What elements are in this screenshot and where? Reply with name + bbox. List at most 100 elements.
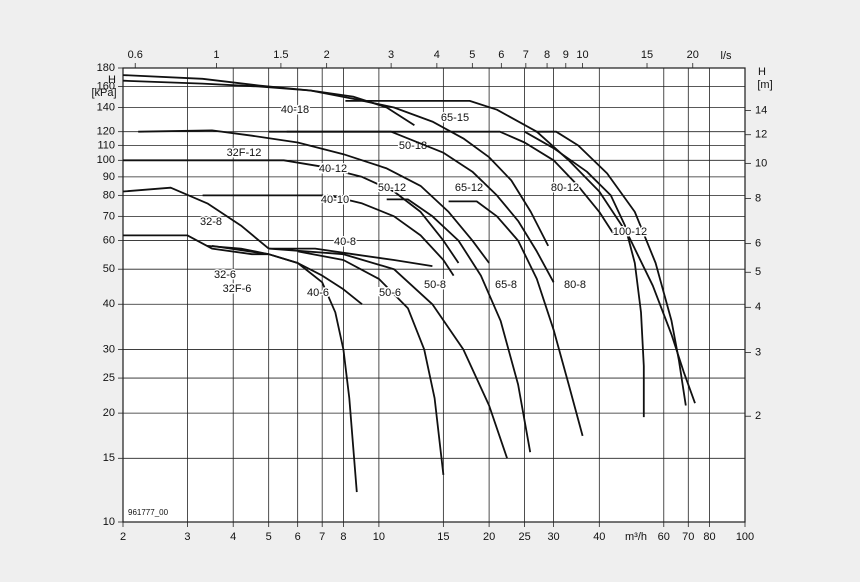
curve-label: 40-8 [334,236,356,248]
curve-label: 65-8 [495,279,517,291]
x-tick-label: 2 [120,531,126,543]
y2-tick-label: 14 [755,104,767,116]
pump-curve [297,250,445,476]
y-tick-label: 110 [97,139,115,151]
y2-tick-label: 5 [755,266,761,278]
figure-note: 961777_00 [128,508,169,517]
pump-curve [268,130,616,236]
x-tick-label: 25 [518,531,530,543]
curve-label: 50-6 [379,287,401,299]
y-tick-label: 140 [97,101,115,113]
y-tick-label: 70 [103,210,115,222]
x-tick-label: 20 [483,531,495,543]
y2-tick-label: 12 [755,129,767,141]
y-tick-label: 15 [103,452,115,464]
curve-label: 50-12 [378,182,406,194]
x-tick-label: 70 [682,531,694,543]
y-tick-label: 25 [103,372,115,384]
x-tick-label: 5 [266,531,272,543]
y-tick-label: 20 [103,407,115,419]
pump-curve [122,74,550,247]
y-tick-label: 90 [103,171,115,183]
y-tick-label: 30 [103,343,115,355]
curve-label: 32-6 [214,269,236,281]
pump-curve [202,194,455,277]
curve-label: 40-6 [307,287,329,299]
x-tick-label: 10 [373,531,385,543]
pump-curve [122,186,270,250]
x2-axis-label: l/s [721,50,733,62]
x2-tick-label: 1 [213,49,219,61]
x2-tick-label: 8 [544,49,550,61]
curve-label: 40-18 [281,104,309,116]
plot-area [122,67,746,523]
curve-label: 50-18 [399,140,427,152]
y2-tick-label: 4 [755,301,761,313]
pump-curve [448,200,584,437]
curve-label: 80-8 [564,279,586,291]
pump-curve [123,234,269,256]
curve-label: 65-12 [455,182,483,194]
y-tick-label: 120 [97,126,115,138]
x-tick-label: 80 [703,531,715,543]
curve-label: 32-8 [200,216,222,228]
curve-label: 80-12 [551,182,579,194]
y-tick-label: 100 [97,154,115,166]
x-tick-label: 6 [295,531,301,543]
x2-tick-label: 5 [469,49,475,61]
pump-curve [268,247,433,267]
y-tick-label: 40 [103,298,115,310]
x2-tick-label: 7 [523,49,529,61]
y-tick-label: 80 [103,189,115,201]
x2-tick-label: 9 [563,49,569,61]
y2-tick-label: 10 [755,157,767,169]
x-tick-label: 7 [319,531,325,543]
x2-tick-label: 20 [687,49,699,61]
x2-tick-label: 1.5 [273,49,288,61]
x2-tick-label: 0.6 [128,49,143,61]
pump-curve [535,130,687,406]
y2-tick-label: 2 [755,410,761,422]
y2-tick-label: 8 [755,192,761,204]
pump-curve [211,245,358,493]
y-tick-label: 160 [97,80,115,92]
x-tick-label: 100 [736,531,754,543]
pump-curve [268,247,508,459]
pump-curve [524,130,645,418]
y-tick-label: 180 [97,62,115,74]
y2-axis-label: H [758,66,766,78]
x-tick-label: 60 [658,531,670,543]
curve-label: 40-12 [319,163,347,175]
y2-tick-label: 3 [755,346,761,358]
y-tick-label: 10 [103,516,115,528]
x-tick-label: 8 [340,531,346,543]
x-tick-label: 30 [547,531,559,543]
pump-curve [123,159,460,264]
x-axis-label: m³/h [625,531,647,543]
y2-axis-unit: [m] [757,79,772,91]
curve-label: 32F-6 [223,283,252,295]
curve-label: 65-15 [441,112,469,124]
curve-label: 40-10 [321,194,349,206]
x-tick-label: 15 [437,531,449,543]
curve-label: 32F-12 [227,147,262,159]
x2-tick-label: 4 [434,49,440,61]
curve-label: 100-12 [613,226,647,238]
x-tick-label: 40 [593,531,605,543]
y-tick-label: 60 [103,234,115,246]
x2-tick-label: 3 [388,49,394,61]
curve-label: 50-8 [424,279,446,291]
pump-curve [386,198,532,453]
y-axis-unit: [kPa] [91,87,116,99]
y-axis-label: H [108,74,116,86]
x-tick-label: 4 [230,531,236,543]
y-tick-label: 50 [103,263,115,275]
x2-tick-label: 6 [498,49,504,61]
pump-curve [286,130,555,283]
y2-tick-label: 6 [755,238,761,250]
x2-tick-label: 2 [324,49,330,61]
x2-tick-label: 10 [576,49,588,61]
x2-tick-label: 15 [641,49,653,61]
pump-curve [138,129,490,264]
